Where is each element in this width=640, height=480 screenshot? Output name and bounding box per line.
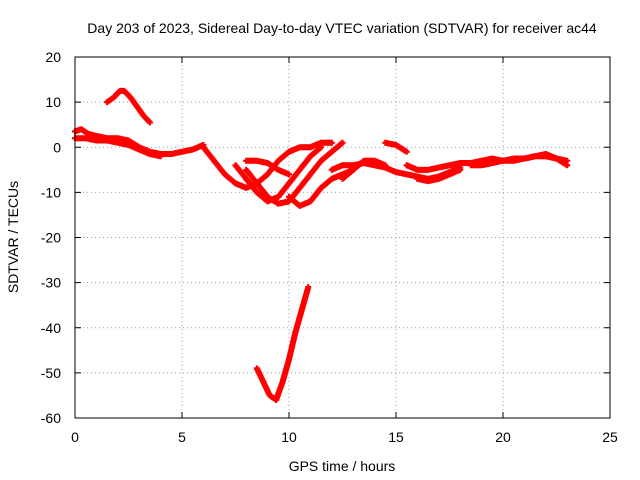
data-point — [157, 153, 164, 160]
x-tick-label: 20 — [495, 429, 511, 445]
data-point — [318, 144, 325, 151]
x-tick-label: 10 — [281, 429, 297, 445]
y-tick-label: -40 — [41, 320, 61, 336]
data-point — [286, 171, 292, 178]
series-arc-high — [104, 87, 153, 126]
data-point — [382, 162, 389, 169]
x-tick-label: 0 — [71, 429, 79, 445]
data-point — [328, 139, 335, 146]
plot-frame — [74, 56, 611, 419]
data-point — [305, 284, 312, 291]
x-tick-label: 25 — [602, 429, 618, 445]
series-arc-lower — [72, 135, 164, 160]
data-point — [564, 162, 571, 169]
x-axis-label: GPS time / hours — [289, 458, 396, 474]
data-point — [403, 148, 410, 155]
y-tick-label: 20 — [45, 49, 61, 65]
y-tick-label: -30 — [41, 275, 61, 291]
chart-title: Day 203 of 2023, Sidereal Day-to-day VTE… — [87, 20, 597, 36]
y-axis-label: SDTVAR / TECUs — [5, 181, 21, 293]
series-arc-k — [467, 151, 571, 169]
data-point — [457, 166, 464, 173]
series-arc-c — [243, 139, 346, 207]
series-arc-d — [286, 166, 357, 209]
series-arc-b — [232, 144, 325, 205]
series-arc-h — [382, 139, 410, 155]
y-tick-label: -50 — [41, 365, 61, 381]
x-tick-label: 15 — [388, 429, 404, 445]
series-arc-j — [414, 166, 464, 185]
y-tick-label: -60 — [41, 410, 61, 426]
data-point — [146, 119, 153, 126]
data-point — [339, 139, 346, 146]
x-tick-label: 5 — [178, 429, 186, 445]
series-arc-g — [339, 157, 389, 182]
y-tick-label: 0 — [53, 139, 61, 155]
y-tick-label: 10 — [45, 94, 61, 110]
series-arc-e — [243, 157, 292, 178]
y-tick-label: -10 — [41, 184, 61, 200]
series-arc-low — [253, 284, 312, 403]
y-axis-ticks: -60 -50 -40 -30 -20 -10 0 10 20 — [41, 49, 610, 426]
x-axis-ticks: 0 5 10 15 20 25 — [71, 57, 618, 445]
y-tick-label: -20 — [41, 230, 61, 246]
data-points — [72, 87, 571, 403]
series-arc-a — [200, 139, 335, 191]
